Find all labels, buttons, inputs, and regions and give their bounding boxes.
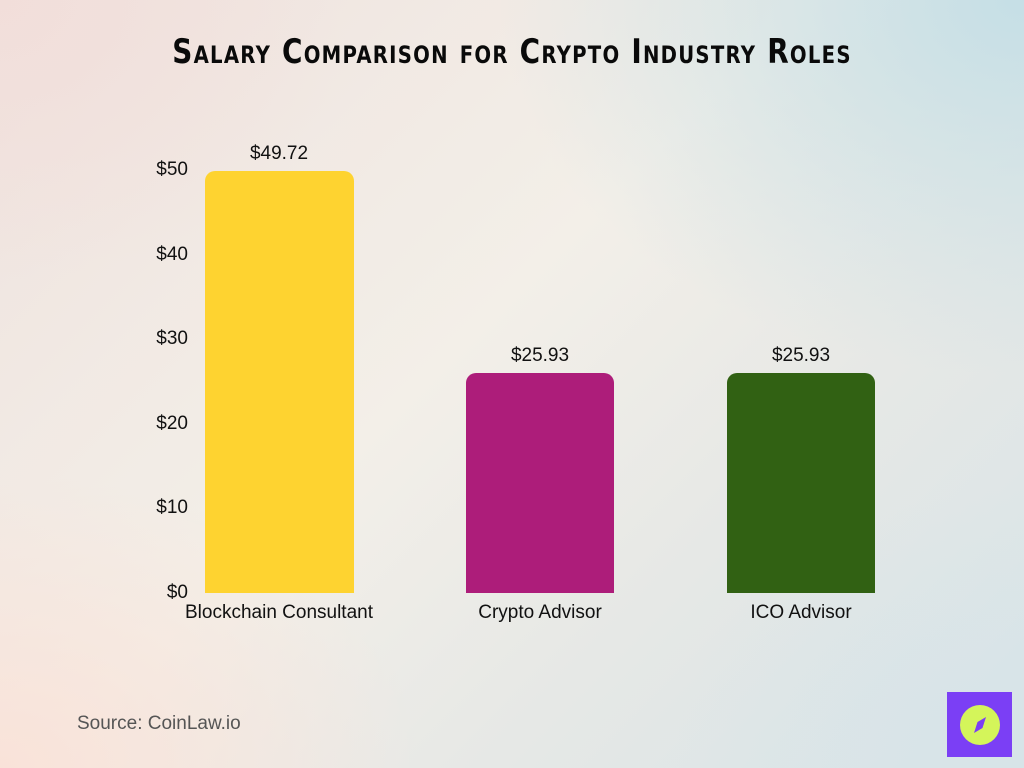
bar-blockchain-consultant	[205, 171, 354, 593]
bar-value-label: $25.93	[771, 345, 831, 366]
y-tick-40: $40	[156, 244, 188, 265]
brand-logo	[947, 692, 1012, 757]
y-tick-20: $20	[156, 413, 188, 434]
x-label: Blockchain Consultant	[185, 602, 373, 623]
y-tick-0: $0	[166, 582, 188, 603]
y-tick-50: $50	[156, 159, 188, 180]
compass-icon	[959, 704, 1000, 745]
x-label: Crypto Advisor	[478, 602, 602, 623]
x-label: ICO Advisor	[750, 602, 852, 623]
bar-crypto-advisor	[466, 373, 614, 593]
chart-title: Salary Comparison for Crypto Industry Ro…	[172, 32, 852, 72]
y-tick-30: $30	[156, 328, 188, 349]
source-note: Source: CoinLaw.io	[77, 713, 241, 734]
bar-value-label: $49.72	[249, 143, 309, 164]
bar-ico-advisor	[727, 373, 875, 593]
y-tick-10: $10	[156, 497, 188, 518]
bar-value-label: $25.93	[510, 345, 570, 366]
